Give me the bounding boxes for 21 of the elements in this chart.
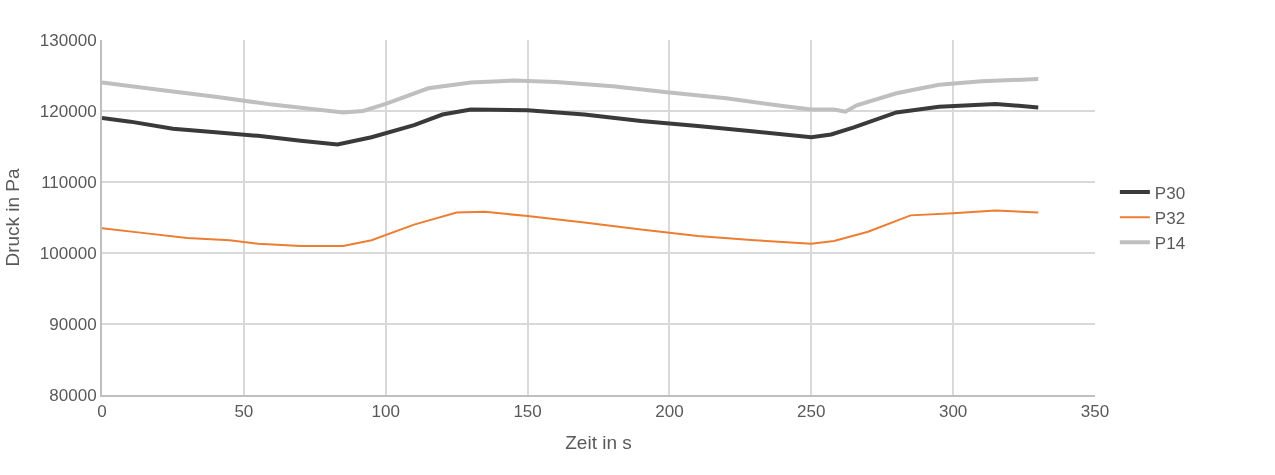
legend-label: P30	[1154, 183, 1186, 203]
line-series	[102, 101, 1041, 147]
x-tick-label: 300	[938, 402, 968, 422]
x-tick-label: 200	[655, 402, 684, 422]
y-tick-label: 110000	[41, 172, 97, 192]
x-tick-label: 100	[371, 402, 400, 422]
x-axis-title: Zeit in s	[565, 431, 632, 453]
y-tick-label: 80000	[49, 385, 97, 405]
x-tick-label: 350	[1080, 402, 1110, 422]
x-tick-label: 0	[97, 402, 107, 422]
line-series	[102, 209, 1040, 247]
x-tick-label: 50	[234, 402, 254, 422]
y-tick-label: 130000	[39, 30, 97, 50]
x-tick-label: 250	[797, 402, 826, 422]
x-tick-label: 150	[513, 402, 542, 422]
y-axis-title: Druck in Pa	[2, 167, 24, 267]
legend-label: P14	[1154, 233, 1186, 253]
y-tick-label: 100000	[39, 243, 97, 263]
y-tick-label: 120000	[39, 101, 97, 121]
y-tick-label: 90000	[49, 314, 97, 334]
legend-label: P32	[1154, 208, 1186, 228]
